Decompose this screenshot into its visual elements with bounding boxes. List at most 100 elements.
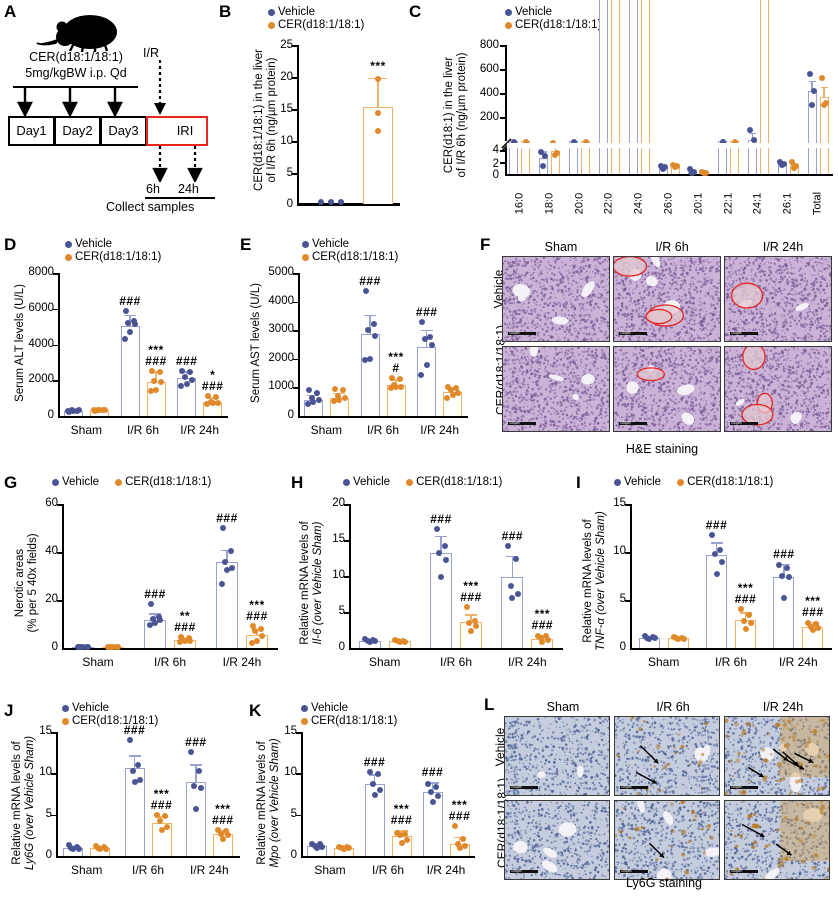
panelG-plot-data-point	[104, 643, 111, 650]
legend-label-vehicle: Vehicle	[353, 476, 391, 488]
ihc-scale-bar	[730, 786, 758, 789]
panel-c-xaxis	[505, 174, 833, 177]
panelJ-plot-error-cap	[155, 816, 168, 818]
panelI-plot-data-point	[779, 573, 786, 579]
panelE-plot-xtick: I/R 24h	[420, 423, 459, 437]
panelE-plot-data-point	[370, 321, 377, 328]
panelI-plot-data-point	[713, 571, 720, 578]
panelH-plot-data-point	[372, 637, 379, 644]
legend-label-cer: CER(d18:1/18:1)	[416, 476, 503, 488]
legend-dot-cer	[62, 718, 69, 725]
panel-c-data-point	[818, 74, 825, 81]
panelD-plot-data-point	[204, 400, 211, 407]
he-scale-bar	[508, 332, 536, 335]
panelE-plot-ytick: 1000	[268, 380, 294, 393]
panelG-plot-ytick: 0	[51, 641, 58, 653]
he-scale-bar-label: 100µm	[509, 330, 520, 335]
panelK-plot-data-point	[429, 799, 436, 806]
legend-item-vehicle: Vehicle	[62, 702, 158, 715]
panelH-plot-error-bar	[470, 614, 472, 623]
data-point	[375, 128, 381, 134]
legend-label-vehicle: Vehicle	[75, 238, 113, 250]
panel-a-ir-label: I/R	[143, 46, 159, 60]
panelD-plot-data-point	[147, 387, 154, 394]
panel-c-error-bar	[811, 80, 813, 92]
legend-dot-vehicle	[62, 705, 69, 712]
panel-c-bar	[640, 0, 650, 174]
panelD-plot-error-bar	[155, 371, 157, 383]
panelE-plot-ytickmark	[293, 387, 299, 389]
panel-f: F Sham I/R 6h I/R 24h Vehicle CER(d18:1/…	[476, 228, 838, 468]
legend-dot-cer	[505, 22, 512, 29]
panel-b-xaxis	[297, 203, 400, 206]
panel-h-plot-area: 20 15 10 5 0 Sham I/R 6h I/R 24h ### *** ### ### ***…	[285, 468, 568, 700]
panelH-plot-ytickmark	[344, 576, 350, 578]
panel-h-legend: Vehicle CER(d18:1/18:1)	[343, 476, 502, 489]
panelI-plot-data-point	[718, 558, 725, 565]
ihc-micrograph: 100µm	[504, 716, 610, 796]
panelH-plot-data-point	[512, 556, 519, 563]
ihc-scale-bar	[620, 870, 648, 873]
data-point	[328, 199, 334, 205]
panelG-plot-data-point	[155, 613, 162, 620]
he-micrograph: 100µm	[502, 256, 610, 342]
panelJ-plot-data-point	[188, 748, 195, 755]
panelE-plot-data-point	[313, 390, 320, 397]
panel-g-plot-area: 60 40 20 0 Sham I/R 6h I/R 24h ### ** ### ### *** ##…	[0, 468, 285, 700]
panelI-plot-significance-mark: *** ###	[802, 594, 824, 620]
panelH-plot-data-point	[463, 603, 470, 610]
panelG-plot-ytick: 40	[45, 545, 58, 557]
panelD-plot-ytick: 0	[47, 409, 54, 421]
panelE-plot-data-point	[387, 384, 394, 391]
panel-l-col-title: I/R 6h	[656, 700, 690, 714]
panel-c-ytickmark	[500, 93, 506, 95]
panel-a-day-box-2: Day3	[100, 116, 147, 146]
panelK-plot-data-point	[433, 783, 440, 790]
panelG-plot-data-point	[249, 623, 256, 630]
panelE-plot-ytick: 4000	[268, 294, 294, 307]
he-micrograph: 100µm	[724, 256, 832, 342]
panel-d: D Vehicle CER(d18:1/18:1) Serum ALT leve…	[0, 228, 236, 460]
panelE-plot-data-point	[339, 387, 346, 394]
panelK-plot-error-bar	[431, 782, 434, 792]
panelG-plot-xtick: I/R 24h	[222, 655, 262, 669]
panelD-plot-data-point	[181, 373, 188, 380]
panel-a-label: A	[4, 2, 17, 21]
panelG-plot-data-point	[110, 643, 116, 650]
panelK-plot-data-point	[345, 845, 352, 852]
panelE-plot-data-point	[421, 335, 428, 342]
panel-c-bar	[610, 0, 620, 174]
panelI-plot-error-bar	[744, 612, 747, 621]
panelI-plot-error-bar	[715, 542, 718, 555]
panel-c-error-bar	[823, 86, 825, 97]
panel-f-label: F	[480, 235, 491, 254]
panel-k-legend: Vehicle CER(d18:1/18:1)	[301, 702, 397, 728]
panelD-plot-data-point	[178, 382, 185, 389]
legend-item-vehicle: Vehicle	[301, 702, 397, 715]
panel-c-data-point	[540, 163, 547, 170]
panelK-plot-xtick: I/R 6h	[371, 863, 404, 877]
panelG-plot-data-point	[219, 525, 226, 531]
panelD-plot-data-point	[148, 367, 155, 374]
panel-a-iri-label: IRI	[176, 123, 194, 138]
panelE-plot-data-point	[398, 383, 405, 390]
panelK-plot-xtick: Sham	[314, 863, 346, 877]
legend-dot-vehicle	[301, 705, 308, 712]
panelH-plot-data-point	[544, 637, 551, 644]
legend-label-cer: CER(d18:1/18:1)	[278, 19, 365, 31]
panelJ-plot-data-point	[136, 776, 143, 783]
panel-c-data-point	[810, 88, 817, 95]
panel-c-ytickmark	[500, 162, 506, 164]
panel-j-legend: Vehicle CER(d18:1/18:1)	[62, 702, 158, 728]
panelE-plot-ytick: 2000	[268, 351, 294, 364]
panelG-plot-data-point	[115, 643, 122, 650]
panelK-plot-ytick: 15	[284, 725, 297, 737]
ihc-scale-bar-label: 100µm	[621, 784, 632, 789]
panelD-plot-data-point	[151, 378, 158, 385]
panelJ-plot-significance-mark: *** ###	[212, 801, 234, 827]
panel-c-ytickmark	[500, 45, 506, 47]
ihc-micrograph: 100µm	[614, 716, 720, 796]
panel-c-xtick: 26:1	[781, 192, 794, 215]
panel-a-day-label: Day2	[62, 123, 93, 138]
panelH-plot-ytick: 10	[332, 569, 345, 581]
